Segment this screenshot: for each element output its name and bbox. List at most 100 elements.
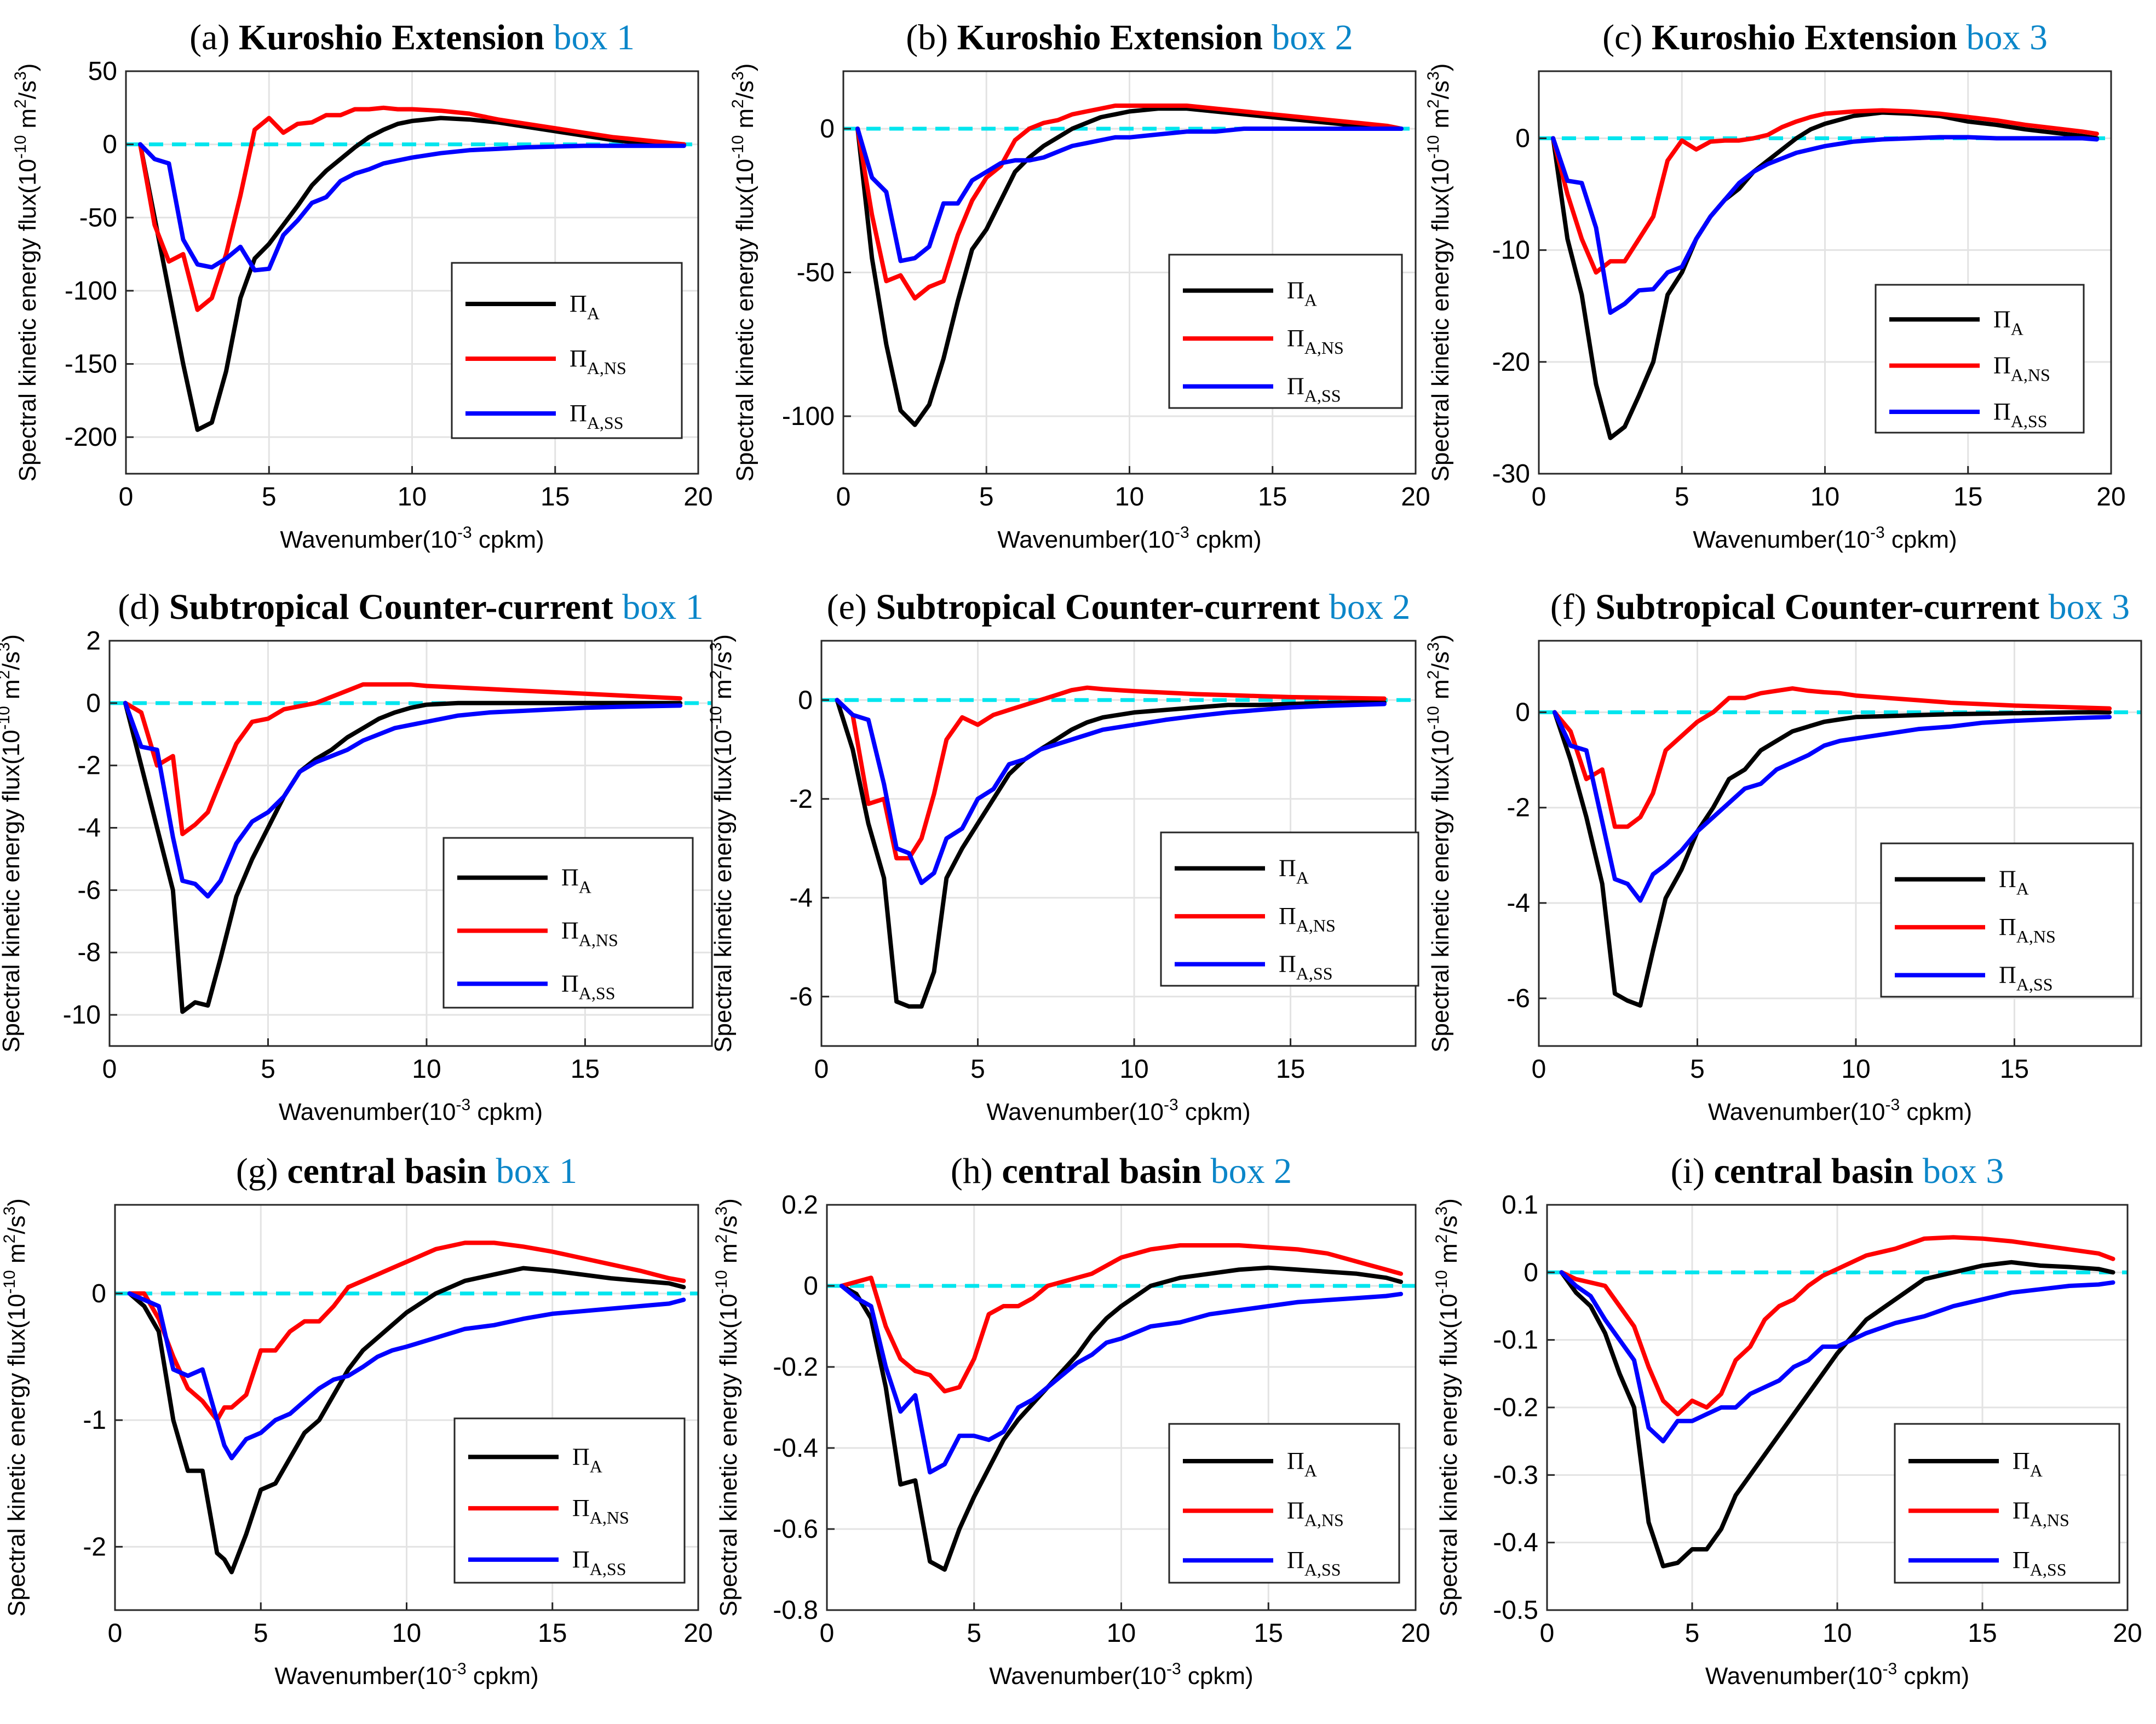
y-tick-label: -2 <box>77 751 101 780</box>
x-tick-label: 10 <box>1107 1619 1136 1648</box>
y-tick-label: -6 <box>77 876 101 905</box>
x-tick-label: 5 <box>967 1619 981 1648</box>
x-tick-label: 5 <box>262 482 277 512</box>
x-tick-label: 0 <box>814 1055 829 1084</box>
panel-f: 0 5 10 15 0 -2 -4 -6 (f) Subtropical Counter-cur… <box>1424 587 2142 1125</box>
y-tick-label: -10 <box>1492 236 1530 265</box>
x-tick-label: 15 <box>541 482 570 512</box>
panel-title-label: (g) <box>236 1151 287 1191</box>
legend-label: ΠA <box>570 290 600 323</box>
panel-title: (g) central basin box 1 <box>236 1151 577 1191</box>
panel-title-box: box 1 <box>613 587 704 627</box>
panel-title-label: (a) <box>189 18 239 58</box>
legend-label: ΠA <box>1287 277 1317 310</box>
panel-title-box: box 2 <box>1201 1151 1292 1191</box>
y-axis-label: Spectral kinetic energy flux(10-10 m2/s3… <box>1433 1198 1462 1617</box>
x-tick-label: 20 <box>683 1619 712 1648</box>
x-tick-label: 10 <box>1115 482 1144 512</box>
series-line-pi-a-ss <box>835 698 1387 886</box>
panel-title: (b) Kuroshio Extension box 2 <box>906 18 1353 58</box>
x-tick-label: 0 <box>820 1619 835 1648</box>
series-line-pi-a <box>123 700 683 1014</box>
x-tick-label: 5 <box>1685 1619 1700 1648</box>
panel-title: (d) Subtropical Counter-current box 1 <box>118 587 703 627</box>
legend-label: ΠA <box>1999 866 2029 899</box>
x-tick-label: 10 <box>412 1055 441 1084</box>
series-line-pi-a-ns <box>127 1240 686 1423</box>
x-tick-label: 15 <box>571 1055 600 1084</box>
x-axis-label: Wavenumber(10-3 cpkm) <box>989 1660 1253 1689</box>
panel-e: 0 5 10 15 0 -2 -4 -6 (e) Subtropical Counter-cur… <box>707 587 1419 1125</box>
panel-title-label: (b) <box>906 18 957 58</box>
legend-label: ΠA,NS <box>1287 1497 1344 1530</box>
legend: ΠA ΠA,NS ΠA,SS <box>1160 831 1419 987</box>
legend-label: ΠA,NS <box>561 917 618 950</box>
legend-box <box>1894 1423 2120 1584</box>
legend: ΠA ΠA,NS ΠA,SS <box>1168 254 1403 409</box>
panel-title-label: (c) <box>1602 18 1652 58</box>
panel-title-region: Subtropical Counter-current <box>1595 587 2039 627</box>
legend: ΠA ΠA,NS ΠA,SS <box>1168 1423 1400 1584</box>
legend-label: ΠA <box>572 1443 602 1476</box>
y-tick-label: -50 <box>79 203 117 232</box>
panel-i: 0 5 10 15 20 0.1 0 -0.1 -0.2 -0.3 -0.4 -0.5 (i) cent… <box>1433 1151 2142 1689</box>
x-axis-label: Wavenumber(10-3 cpkm) <box>1693 524 1957 553</box>
legend: ΠA ΠA,NS ΠA,SS <box>451 262 683 439</box>
legend-label: ΠA,NS <box>1287 325 1344 358</box>
y-tick-label: 0 <box>820 114 835 143</box>
x-tick-label: 5 <box>1690 1055 1705 1084</box>
series-line-pi-a-ss <box>1552 710 2112 903</box>
legend-label: ΠA,NS <box>1279 903 1336 935</box>
panel-title-region: central basin <box>1714 1151 1913 1191</box>
series-line-pi-a-ns <box>835 685 1387 861</box>
y-axis-label: Spectral kinetic energy flux(10-10 m2/s3… <box>729 64 758 482</box>
y-tick-label: -2 <box>789 785 813 814</box>
legend: ΠA ΠA,NS ΠA,SS <box>1894 1423 2120 1584</box>
y-tick-label: -0.4 <box>773 1434 818 1463</box>
y-tick-label: 0 <box>102 130 117 159</box>
panel-title-box: box 3 <box>1957 18 2048 58</box>
x-tick-label: 10 <box>1119 1055 1148 1084</box>
panel-title-region: Kuroshio Extension <box>1652 18 1957 58</box>
panel-title-box: box 3 <box>1913 1151 2004 1191</box>
x-tick-label: 15 <box>1276 1055 1305 1084</box>
y-tick-label: -4 <box>789 883 813 912</box>
series-line-pi-a <box>855 106 1404 427</box>
x-tick-label: 0 <box>119 482 134 512</box>
y-tick-label: 2 <box>86 627 101 656</box>
legend-label: ΠA <box>1993 306 2023 338</box>
legend-label: ΠA,SS <box>572 1546 626 1579</box>
x-tick-label: 15 <box>2000 1055 2029 1084</box>
y-axis-label: Spectral kinetic energy flux(10-10 m2/s3… <box>1424 634 1454 1053</box>
legend-box <box>453 1417 686 1584</box>
legend-box <box>1160 831 1419 987</box>
y-tick-label: 0 <box>1515 124 1530 153</box>
y-tick-label: -150 <box>65 350 117 379</box>
x-tick-label: 10 <box>1841 1055 1870 1084</box>
y-axis-label: Spectral kinetic energy flux(10-10 m2/s3… <box>12 64 41 482</box>
series-line-pi-a <box>138 116 686 432</box>
series-line-pi-a-ss <box>138 142 686 273</box>
series-line-pi-a-ns <box>138 105 686 312</box>
axes-frame <box>1538 640 2142 1047</box>
y-tick-label: -0.6 <box>773 1515 818 1544</box>
x-tick-label: 20 <box>2096 482 2125 512</box>
panel-title-box: box 1 <box>544 18 635 58</box>
y-tick-label: -30 <box>1492 459 1530 489</box>
legend-box <box>442 837 694 1009</box>
panel-title-label: (d) <box>118 587 169 627</box>
y-tick-label: 0 <box>798 686 813 715</box>
y-tick-label: -1 <box>83 1406 106 1435</box>
series-line-pi-a <box>127 1266 686 1574</box>
y-axis-label: Spectral kinetic energy flux(10-10 m2/s3… <box>707 634 737 1053</box>
legend-label: ΠA,SS <box>1279 951 1332 984</box>
x-tick-label: 5 <box>970 1055 985 1084</box>
y-axis-label: Spectral kinetic energy flux(10-10 m2/s3… <box>712 1198 742 1617</box>
legend: ΠA ΠA,NS ΠA,SS <box>1880 842 2134 998</box>
y-tick-label: -200 <box>65 423 117 452</box>
x-tick-label: 0 <box>1532 1055 1546 1084</box>
x-tick-label: 5 <box>979 482 994 512</box>
x-axis-label: Wavenumber(10-3 cpkm) <box>279 1096 543 1125</box>
legend-label: ΠA,NS <box>1999 913 2056 946</box>
